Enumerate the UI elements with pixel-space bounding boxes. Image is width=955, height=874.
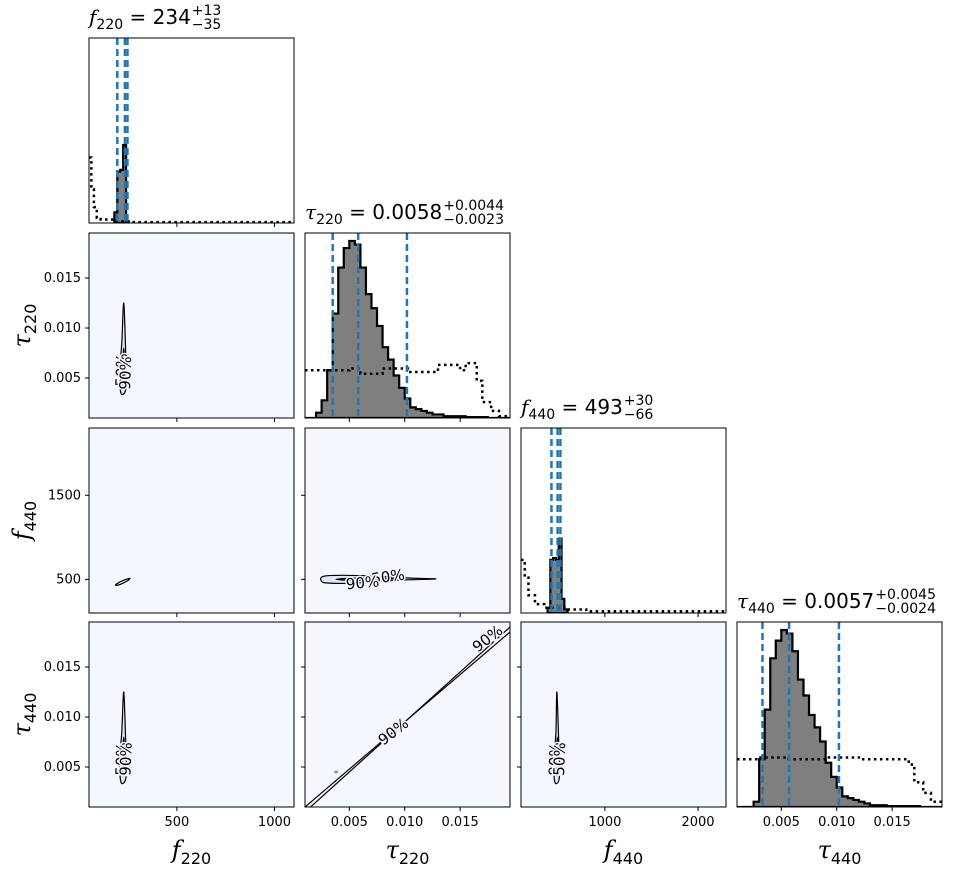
contour-label-0: 50% xyxy=(112,353,131,387)
panel-frame-3-3 xyxy=(736,621,943,808)
posterior-outline-3 xyxy=(737,628,942,807)
contour-label-1: 90% xyxy=(345,572,380,593)
pair-panel-3-2: 90%50% xyxy=(544,691,571,785)
density-bg-3-0 xyxy=(89,622,294,807)
contour-50 xyxy=(554,736,560,776)
xtick-label-0-1: 1000 xyxy=(258,815,291,830)
diag-panel-2 xyxy=(521,428,726,613)
panel-frame-1-1 xyxy=(304,232,511,419)
diag-panel-1 xyxy=(305,233,510,418)
title-sup-3: +0.0045 xyxy=(875,587,936,603)
title-sup-1: +0.0044 xyxy=(443,198,504,214)
density-core xyxy=(334,770,339,774)
ylabel-2: f440 xyxy=(8,501,40,542)
title-0: f220 = 234 xyxy=(87,5,191,33)
xtick-label-2-1: 2000 xyxy=(681,815,714,830)
ytick-label-3-2: 0.015 xyxy=(44,660,81,675)
prior-line-3 xyxy=(737,756,942,803)
contour-50 xyxy=(121,736,126,776)
xtick-label-0-0: 500 xyxy=(164,815,189,830)
panel-frame-1-0 xyxy=(88,232,295,419)
title-1: τ220 = 0.0058 xyxy=(305,200,442,228)
ytick-label-1-2: 0.015 xyxy=(44,271,81,286)
title-lo-2: −66 xyxy=(624,407,654,423)
panel-frame-2-0 xyxy=(88,427,295,614)
ylabel-3: τ440 xyxy=(8,693,40,737)
diag-panel-3 xyxy=(737,622,942,807)
ytick-label-3-1: 0.010 xyxy=(44,710,81,725)
contour-label-1: 90% xyxy=(116,742,135,776)
panel-frame-3-1 xyxy=(304,621,511,808)
contour-label-1: 50% xyxy=(550,742,569,776)
xtick-label-3-2: 0.015 xyxy=(874,815,911,830)
ytick-label-2-0: 500 xyxy=(56,572,81,587)
contour-90-band-1 xyxy=(309,626,510,807)
density-bg-3-2 xyxy=(521,622,726,807)
contour-90 xyxy=(114,577,131,586)
contour-label-0: 50% xyxy=(112,742,131,776)
xtick-label-1-0: 0.005 xyxy=(331,815,368,830)
pair-panel-2-0 xyxy=(114,577,131,586)
posterior-outline-0 xyxy=(113,144,130,223)
title-lo-0: −35 xyxy=(192,17,222,33)
title-sup-0: +13 xyxy=(192,3,222,19)
panel-frame-2-1 xyxy=(304,427,511,614)
contour-label-0: 90% xyxy=(545,742,564,776)
posterior-fill-1 xyxy=(305,241,510,418)
ytick-label-1-0: 0.005 xyxy=(44,371,81,386)
panel-frame-3-2 xyxy=(520,621,727,808)
xlabel-0: f220 xyxy=(170,836,211,868)
ytick-label-3-0: 0.005 xyxy=(44,760,81,775)
title-lo-1: −0.0023 xyxy=(443,212,504,228)
ylabel-1: τ220 xyxy=(8,304,40,348)
pair-panel-1-0: 50%90% xyxy=(111,302,137,396)
xlabel-2: f440 xyxy=(602,836,643,868)
density-bg-2-0 xyxy=(89,428,294,613)
xtick-label-2-0: 1000 xyxy=(588,815,621,830)
title-sup-2: +30 xyxy=(624,393,654,409)
xtick-label-3-0: 0.005 xyxy=(763,815,800,830)
title-lo-3: −0.0024 xyxy=(875,601,936,617)
xlabel-3: τ440 xyxy=(818,836,862,868)
ytick-label-2-1: 1500 xyxy=(48,488,81,503)
ytick-label-1-1: 0.010 xyxy=(44,321,81,336)
pair-panel-3-0: 50%90% xyxy=(111,691,137,785)
title-2: f440 = 493 xyxy=(519,395,623,423)
contour-50 xyxy=(121,347,126,387)
contour-50 xyxy=(335,577,397,581)
xlabel-1: τ220 xyxy=(386,836,430,868)
contour-label-1: 90% xyxy=(116,356,135,390)
panel-frame-3-0 xyxy=(88,621,295,808)
xtick-label-1-1: 0.010 xyxy=(386,815,423,830)
xtick-label-3-1: 0.010 xyxy=(818,815,855,830)
prior-line-0 xyxy=(89,156,294,223)
posterior-fill-3 xyxy=(737,630,942,807)
panel-frame-2-2 xyxy=(520,427,727,614)
panel-frame-0-0 xyxy=(88,37,295,224)
title-3: τ440 = 0.0057 xyxy=(737,589,874,617)
posterior-outline-1 xyxy=(305,239,510,418)
diag-panel-0 xyxy=(89,38,294,223)
prior-line-1 xyxy=(305,361,510,418)
density-bg-3-1 xyxy=(305,622,510,807)
xtick-label-1-2: 0.015 xyxy=(442,815,479,830)
density-bg-2-1 xyxy=(305,428,510,613)
